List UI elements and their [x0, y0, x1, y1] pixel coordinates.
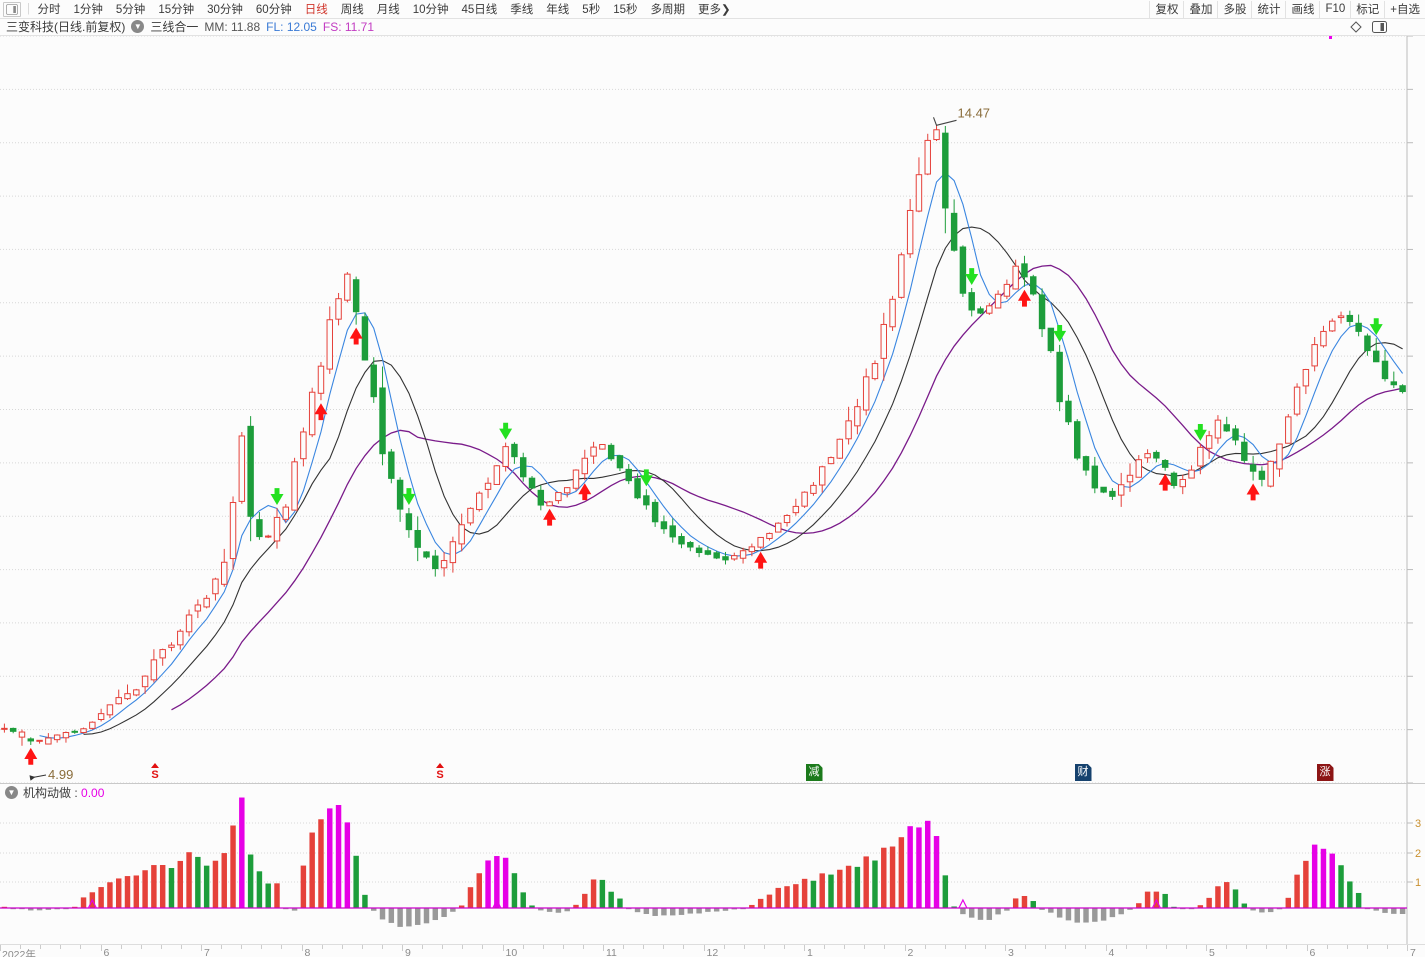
svg-text:1: 1: [1415, 877, 1421, 889]
svg-text:2: 2: [1415, 848, 1421, 860]
svg-text:14.47: 14.47: [958, 105, 991, 120]
svg-text:3: 3: [1415, 818, 1421, 830]
svg-text:4.99: 4.99: [48, 767, 73, 782]
